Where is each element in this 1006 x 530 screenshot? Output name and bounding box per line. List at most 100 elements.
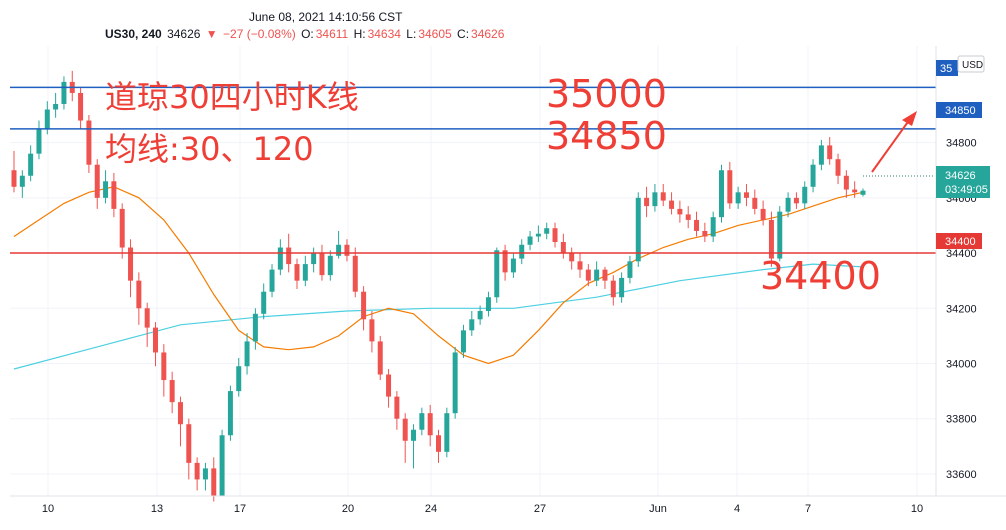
candle-body[interactable] [186,424,192,463]
candle-body[interactable] [860,190,866,195]
candle-body[interactable] [544,228,550,234]
candle-body[interactable] [610,280,616,298]
candle-body[interactable] [352,255,358,292]
candle-body[interactable] [477,311,483,320]
candle-body[interactable] [236,366,242,392]
candle-body[interactable] [252,313,258,342]
candle-body[interactable] [644,197,650,207]
time-axis[interactable]: 10 13 17 20 24 27 Jun 4 7 10 [42,503,923,515]
candle-body[interactable] [743,192,749,198]
candle-body[interactable] [768,219,774,259]
candle-body[interactable] [261,291,267,314]
candle-body[interactable] [452,352,458,414]
candle-body[interactable] [103,181,109,198]
candle-body[interactable] [785,197,791,212]
candle-body[interactable] [444,413,450,452]
candle-body[interactable] [652,192,658,207]
candle-body[interactable] [369,319,375,342]
candle-body[interactable] [818,145,824,165]
header-symbol[interactable]: US30, 240 [105,27,162,41]
candle-body[interactable] [319,253,325,276]
candle-body[interactable] [78,92,84,121]
annotation-ma-note[interactable]: 均线:30、120 [105,130,314,168]
candle-body[interactable] [44,109,50,129]
currency-button[interactable] [957,55,985,73]
candle-body[interactable] [94,164,100,198]
candle-body[interactable] [843,175,849,190]
candle-body[interactable] [202,468,208,480]
candle-body[interactable] [244,341,250,367]
candle-body[interactable] [793,197,799,204]
candle-body[interactable] [752,197,758,209]
candle-body[interactable] [535,233,541,237]
candle-body[interactable] [436,435,441,452]
annotation-34850[interactable]: 34850 [546,114,667,158]
candle-body[interactable] [710,217,716,237]
candle-body[interactable] [111,181,117,209]
candle-body[interactable] [569,253,575,262]
candle-body[interactable] [552,228,558,243]
candle-body[interactable] [619,277,625,298]
candle-body[interactable] [219,435,225,496]
candle-body[interactable] [469,319,475,331]
candle-body[interactable] [128,247,134,281]
candle-body[interactable] [144,308,150,328]
candle-body[interactable] [510,258,516,273]
candle-body[interactable] [494,250,500,298]
annotation-34400[interactable]: 34400 [760,254,881,298]
candle-body[interactable] [269,269,275,292]
candle-body[interactable] [669,200,675,209]
candle-body[interactable] [377,341,383,375]
annotation-35000[interactable]: 35000 [546,72,667,116]
candle-body[interactable] [28,153,34,176]
candle-body[interactable] [411,429,417,441]
candle-body[interactable] [169,380,175,403]
candle-body[interactable] [53,103,59,110]
candle-body[interactable] [327,255,333,276]
annotation-title[interactable]: 道琼30四小时K线 [105,78,359,116]
candle-body[interactable] [835,159,841,176]
candle-body[interactable] [302,264,308,281]
candle-body[interactable] [286,247,292,265]
candle-body[interactable] [194,462,200,480]
candle-body[interactable] [810,164,816,187]
candle-body[interactable] [427,413,433,436]
trend-arrow-line[interactable] [871,118,911,173]
candle-body[interactable] [119,208,125,248]
candle-body[interactable] [211,468,217,496]
candle-body[interactable] [419,413,425,430]
candle-body[interactable] [502,250,508,273]
candle-body[interactable] [177,402,183,425]
candle-body[interactable] [585,269,591,281]
candle-body[interactable] [336,244,342,256]
candle-body[interactable] [777,211,783,259]
candle-body[interactable] [61,81,67,104]
candle-body[interactable] [36,128,42,154]
candle-body[interactable] [394,396,400,419]
candle-body[interactable] [294,264,300,281]
candle-body[interactable] [685,214,691,220]
candle-body[interactable] [485,297,491,312]
candle-body[interactable] [227,391,233,436]
candle-body[interactable] [852,189,858,193]
candle-body[interactable] [460,330,466,353]
candle-body[interactable] [86,120,92,165]
candle-body[interactable] [153,327,158,353]
candle-body[interactable] [161,352,167,381]
candle-body[interactable] [311,253,317,265]
candle-body[interactable] [602,269,608,281]
candle-body[interactable] [760,208,766,220]
candle-body[interactable] [594,269,600,281]
candle-body[interactable] [402,418,408,441]
candle-body[interactable] [802,186,808,204]
candle-body[interactable] [635,197,641,262]
candle-body[interactable] [727,170,733,204]
candle-body[interactable] [344,244,350,256]
candle-body[interactable] [627,261,633,278]
candle-body[interactable] [19,175,25,187]
candle-body[interactable] [577,261,583,270]
candle-body[interactable] [11,170,17,187]
candle-body[interactable] [519,244,525,259]
